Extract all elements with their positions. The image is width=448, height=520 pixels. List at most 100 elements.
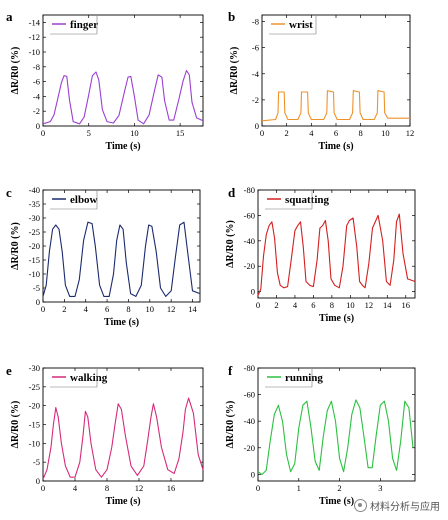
x-tick-label: 16 [167, 483, 176, 493]
y-tick-label: -20 [29, 241, 40, 251]
legend-label: wrist [289, 19, 313, 31]
y-tick-label: -5 [33, 283, 40, 293]
y-tick-label: -10 [29, 269, 40, 279]
x-tick-label: 12 [406, 128, 415, 138]
y-tick-label: -4 [33, 91, 41, 101]
series-line-running [257, 399, 414, 475]
plot-frame [257, 367, 416, 482]
y-tick-label: -10 [29, 438, 40, 448]
x-tick-label: 0 [256, 483, 260, 493]
x-tick-label: 10 [346, 300, 355, 310]
panel-letter: e [6, 363, 12, 378]
y-tick-label: -8 [33, 62, 40, 72]
y-tick-label: -40 [244, 236, 255, 246]
y-tick-label: -40 [29, 185, 40, 195]
panel-letter: a [6, 9, 13, 24]
panel-d: d 0 2 4 6 8 10 12 14 16 0 -20 -40 -60 -80 Time (s) ΔR/R0… [225, 185, 416, 324]
y-tick-label: 0 [251, 287, 255, 297]
series-line-walking [42, 397, 204, 480]
y-tick-label: -80 [244, 185, 255, 195]
x-tick-label: 12 [167, 304, 176, 314]
series-line-squatting [257, 213, 416, 296]
x-axis-title: Time (s) [105, 496, 140, 507]
y-axis-title: ΔR/R0 (%) [225, 401, 236, 449]
y-tick-label: -12 [29, 32, 40, 42]
y-tick-label: -6 [252, 43, 259, 53]
x-tick-label: 0 [41, 483, 45, 493]
x-tick-label: 12 [365, 300, 374, 310]
wechat-logo-icon [354, 499, 367, 512]
y-tick-label: -15 [29, 255, 40, 265]
panel-c: c 0 2 4 6 8 10 12 14 0 -5 -10 -15 -20 -25 -30 -35 -40 Time… [6, 185, 201, 328]
x-axis-title: Time (s) [318, 141, 353, 152]
x-axis-title: Time (s) [319, 313, 354, 324]
legend-label: squatting [285, 194, 330, 206]
watermark: 材料分析与应用 [354, 498, 440, 513]
y-tick-label: 0 [36, 476, 40, 486]
y-tick-label: -80 [244, 363, 255, 373]
x-tick-label: 5 [87, 128, 91, 138]
series-line-wrist [261, 90, 410, 122]
x-tick-label: 8 [359, 128, 363, 138]
x-tick-label: 6 [311, 300, 315, 310]
y-tick-label: -40 [244, 416, 255, 426]
panel-b: b 0 2 4 6 8 10 12 0 -2 -4 -6 -8 Time (s) ΔR/R0 (%) wris… [228, 9, 414, 152]
x-tick-label: 6 [334, 128, 338, 138]
x-tick-label: 2 [337, 483, 341, 493]
y-tick-label: -30 [29, 363, 40, 373]
y-tick-label: -25 [29, 382, 40, 392]
x-tick-label: 10 [130, 128, 139, 138]
y-tick-label: 0 [255, 121, 259, 131]
y-tick-label: -10 [29, 47, 40, 57]
y-tick-label: -25 [29, 227, 40, 237]
y-tick-label: 0 [36, 121, 40, 131]
plot-frame [42, 14, 204, 127]
panel-f: f 0 1 2 3 0 -20 -40 -60 -80 Time (s) ΔR/R0 (%) runni… [225, 363, 416, 507]
panel-letter: d [228, 185, 236, 200]
x-tick-label: 14 [188, 304, 197, 314]
watermark-text: 材料分析与应用 [370, 502, 440, 513]
x-tick-label: 15 [176, 128, 185, 138]
y-tick-label: -60 [244, 390, 255, 400]
x-tick-label: 8 [126, 304, 130, 314]
x-axis-title: Time (s) [319, 496, 354, 507]
x-tick-label: 0 [41, 304, 45, 314]
y-axis-title: ΔR/R0 (%) [10, 222, 21, 270]
x-tick-label: 4 [84, 304, 89, 314]
y-tick-label: -2 [33, 106, 40, 116]
legend-label: walking [70, 372, 108, 384]
panel-letter: b [228, 9, 235, 24]
x-tick-label: 8 [330, 300, 334, 310]
x-tick-label: 14 [383, 300, 392, 310]
x-tick-label: 8 [105, 483, 109, 493]
y-axis-title: ΔR/R0 (%) [10, 401, 21, 449]
plot-frame [257, 189, 416, 299]
x-tick-label: 2 [285, 128, 289, 138]
y-tick-label: -6 [33, 77, 40, 87]
y-axis-title: ΔR/R0 (%) [10, 47, 21, 95]
y-tick-label: -20 [29, 401, 40, 411]
y-axis-title: ΔR/R0 (%) [225, 220, 236, 268]
x-tick-label: 0 [256, 300, 260, 310]
x-tick-label: 4 [293, 300, 298, 310]
series-line-elbow [42, 221, 201, 297]
panel-letter: f [228, 363, 233, 378]
x-axis-title: Time (s) [105, 141, 140, 152]
y-tick-label: -35 [29, 199, 40, 209]
x-tick-label: 12 [135, 483, 144, 493]
y-tick-label: -14 [29, 17, 41, 27]
plot-frame [42, 367, 204, 482]
x-tick-label: 0 [41, 128, 45, 138]
y-tick-label: -20 [244, 443, 255, 453]
y-tick-label: -60 [244, 210, 255, 220]
x-tick-label: 2 [274, 300, 278, 310]
y-axis-title: ΔR/R0 (%) [229, 47, 240, 95]
y-tick-label: -8 [252, 17, 259, 27]
x-tick-label: 10 [381, 128, 390, 138]
y-tick-label: -20 [244, 261, 255, 271]
x-tick-label: 16 [402, 300, 411, 310]
x-tick-label: 10 [146, 304, 155, 314]
y-tick-label: 0 [251, 469, 255, 479]
legend-label: finger [70, 19, 98, 31]
